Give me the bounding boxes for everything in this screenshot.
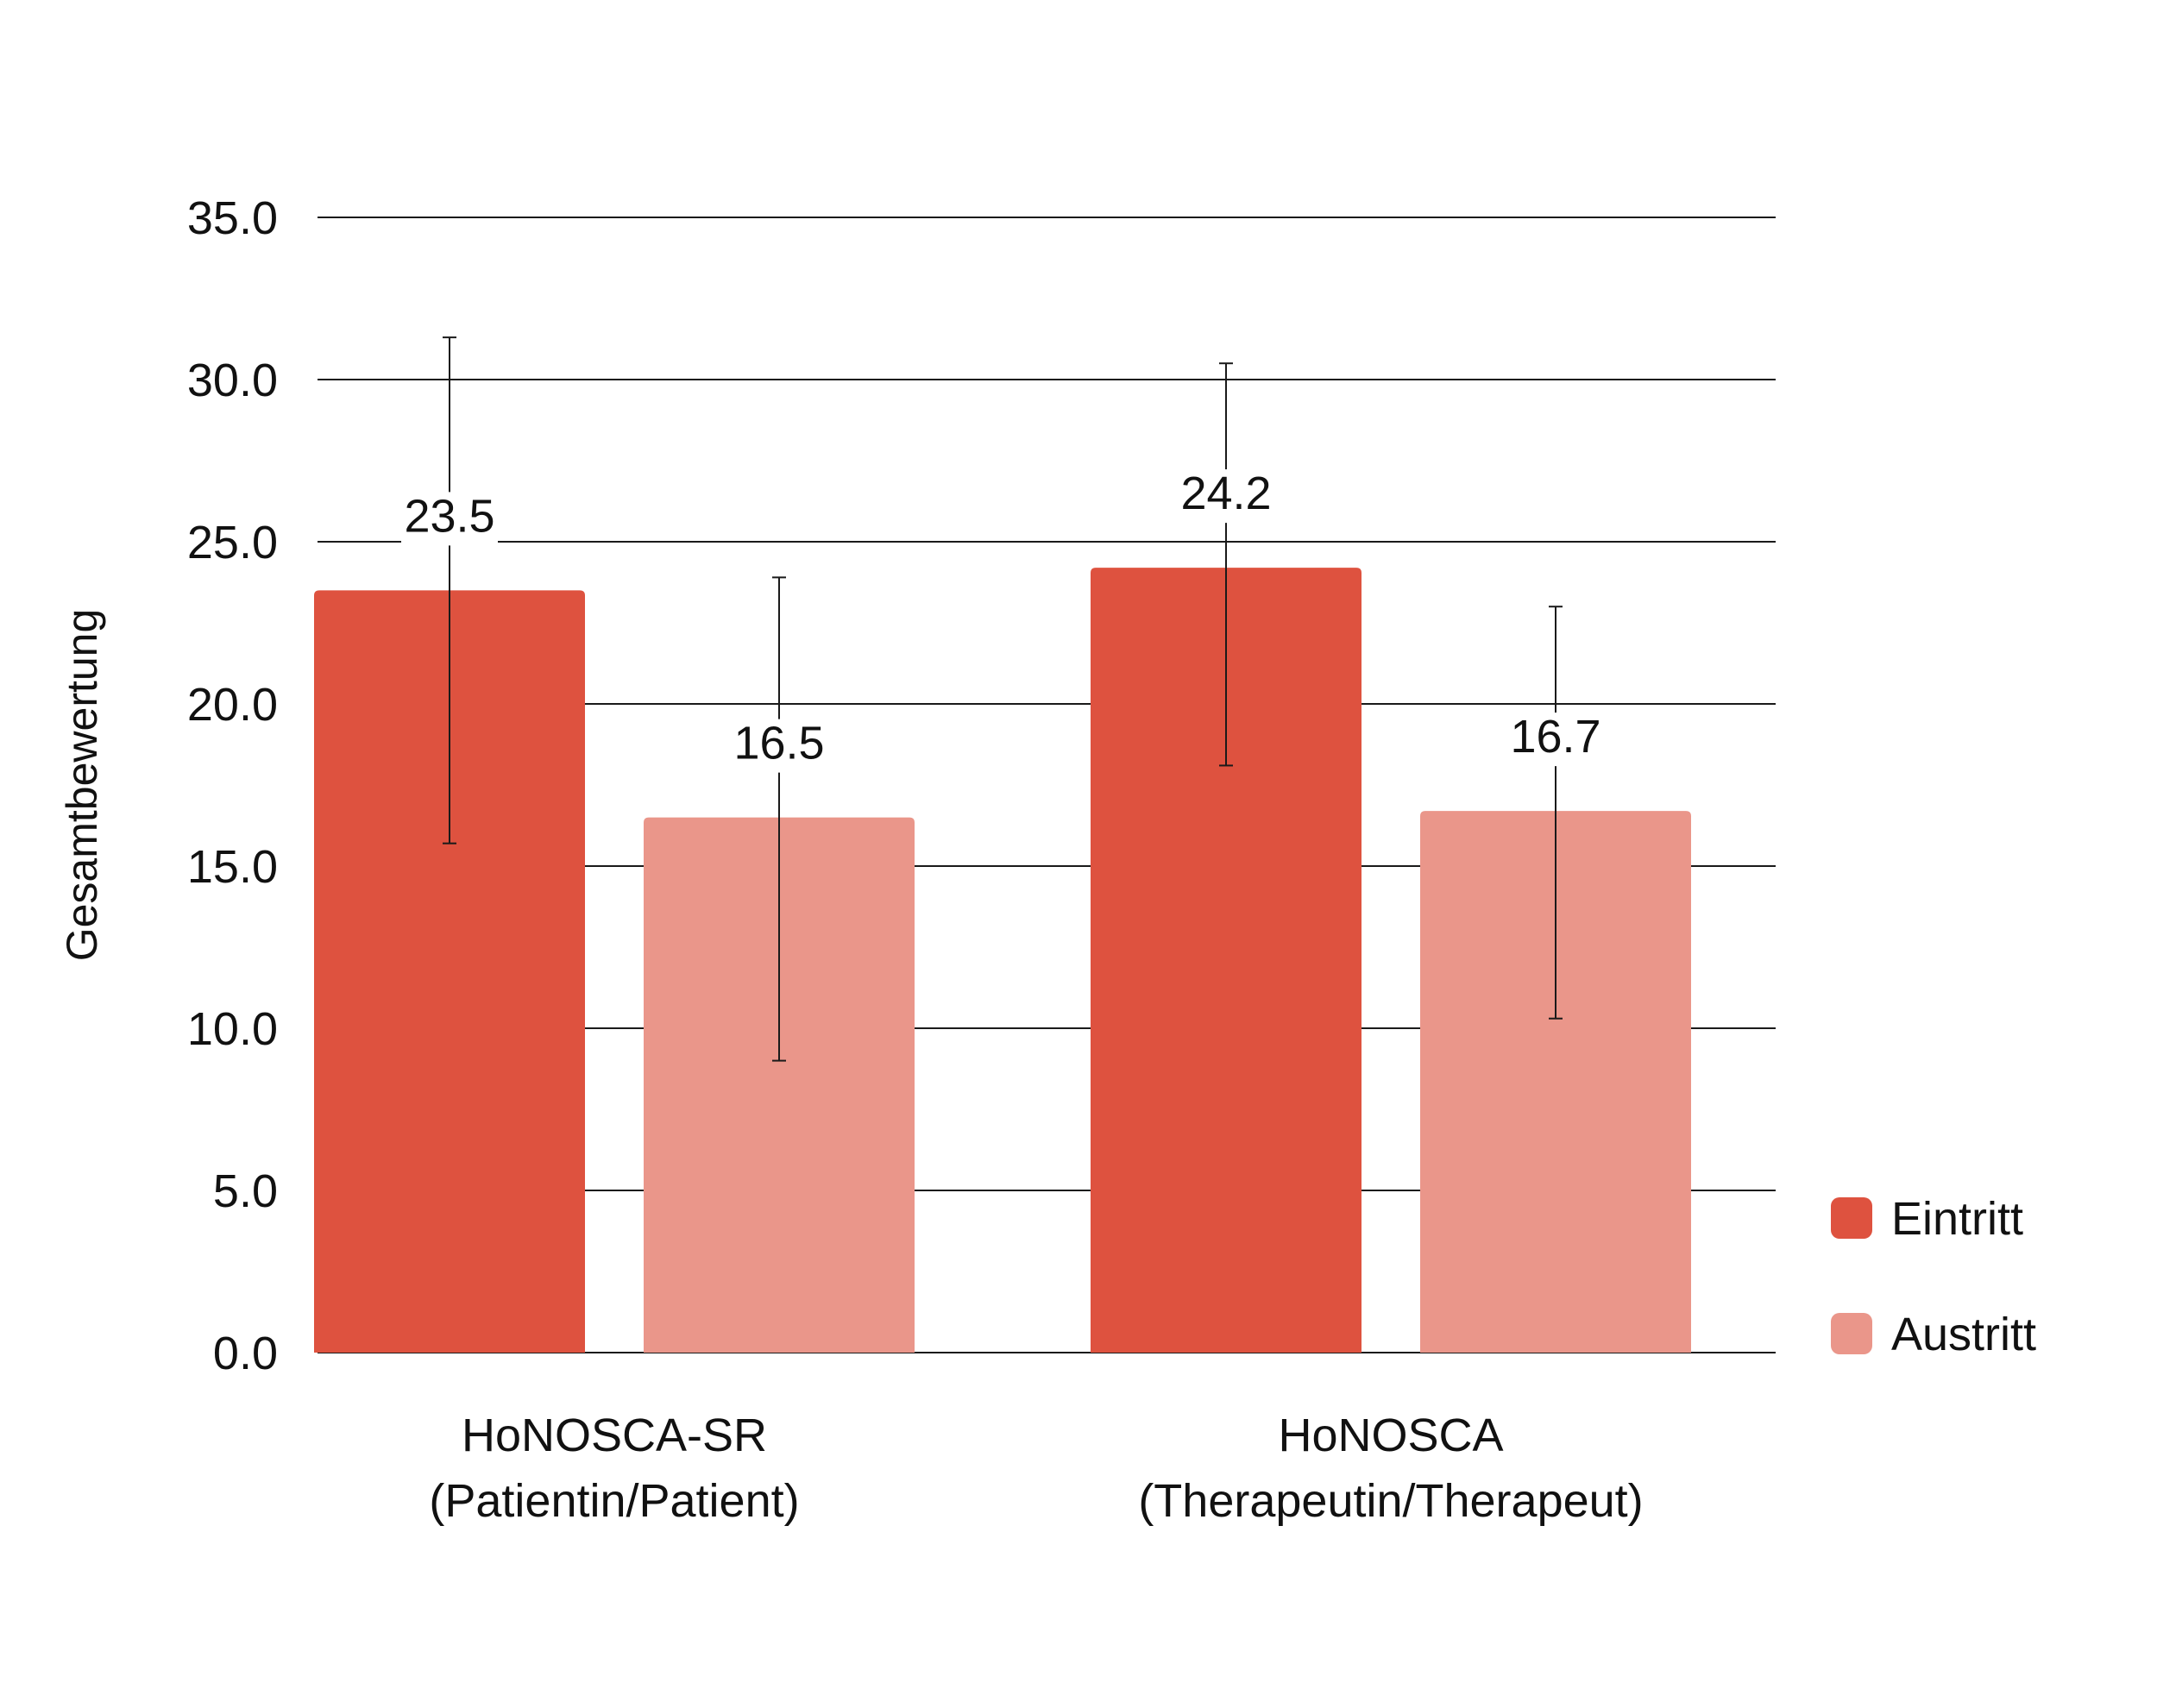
y-tick-label: 20.0: [187, 679, 278, 731]
data-label: 23.5: [404, 490, 494, 542]
data-label: 16.5: [733, 718, 824, 769]
bars: [314, 568, 1691, 1353]
y-tick-label: 30.0: [187, 355, 278, 406]
y-axis-title: Gesamtbewertung: [58, 609, 106, 962]
y-tick-label: 35.0: [187, 192, 278, 244]
y-tick-label: 10.0: [187, 1003, 278, 1055]
x-tick-label-line: (Patientin/Patient): [429, 1475, 799, 1527]
data-label-background: [1507, 714, 1604, 765]
data-label: 16.7: [1510, 711, 1600, 763]
y-tick-label: 25.0: [187, 517, 278, 568]
legend-swatch: [1831, 1313, 1872, 1354]
data-label-background: [731, 720, 827, 771]
y-tick-label: 15.0: [187, 841, 278, 893]
data-label-background: [1178, 471, 1274, 522]
error-bars: [443, 336, 1563, 1062]
x-tick-label: HoNOSCA (Therapeutin/Therapeut): [1138, 1410, 1643, 1527]
x-tick-label: HoNOSCA-SR (Patientin/Patient): [429, 1410, 799, 1527]
legend-label: Eintritt: [1891, 1193, 2023, 1245]
legend-swatch: [1831, 1197, 1872, 1239]
axes: 0.0 5.0 10.0 15.0 20.0 25.0 30.0 35.0 Gesamtbewe…: [58, 192, 1644, 1527]
bar: [1091, 568, 1361, 1353]
bar: [314, 590, 585, 1353]
y-tick-label: 0.0: [213, 1328, 278, 1379]
legend-label: Austritt: [1891, 1309, 2036, 1360]
data-label-background: [401, 493, 498, 544]
x-tick-label-line: (Therapeutin/Therapeut): [1138, 1475, 1643, 1527]
y-tick-label: 5.0: [213, 1165, 278, 1217]
data-label: 24.2: [1180, 468, 1271, 519]
bar: [1420, 811, 1691, 1353]
x-tick-label-line: HoNOSCA-SR: [462, 1410, 767, 1461]
bar: [644, 817, 915, 1353]
legend: Eintritt Austritt: [1831, 1193, 2036, 1360]
data-labels: 23.5 24.2 16.5 16.7: [401, 468, 1604, 771]
x-tick-label-line: HoNOSCA: [1278, 1410, 1503, 1461]
